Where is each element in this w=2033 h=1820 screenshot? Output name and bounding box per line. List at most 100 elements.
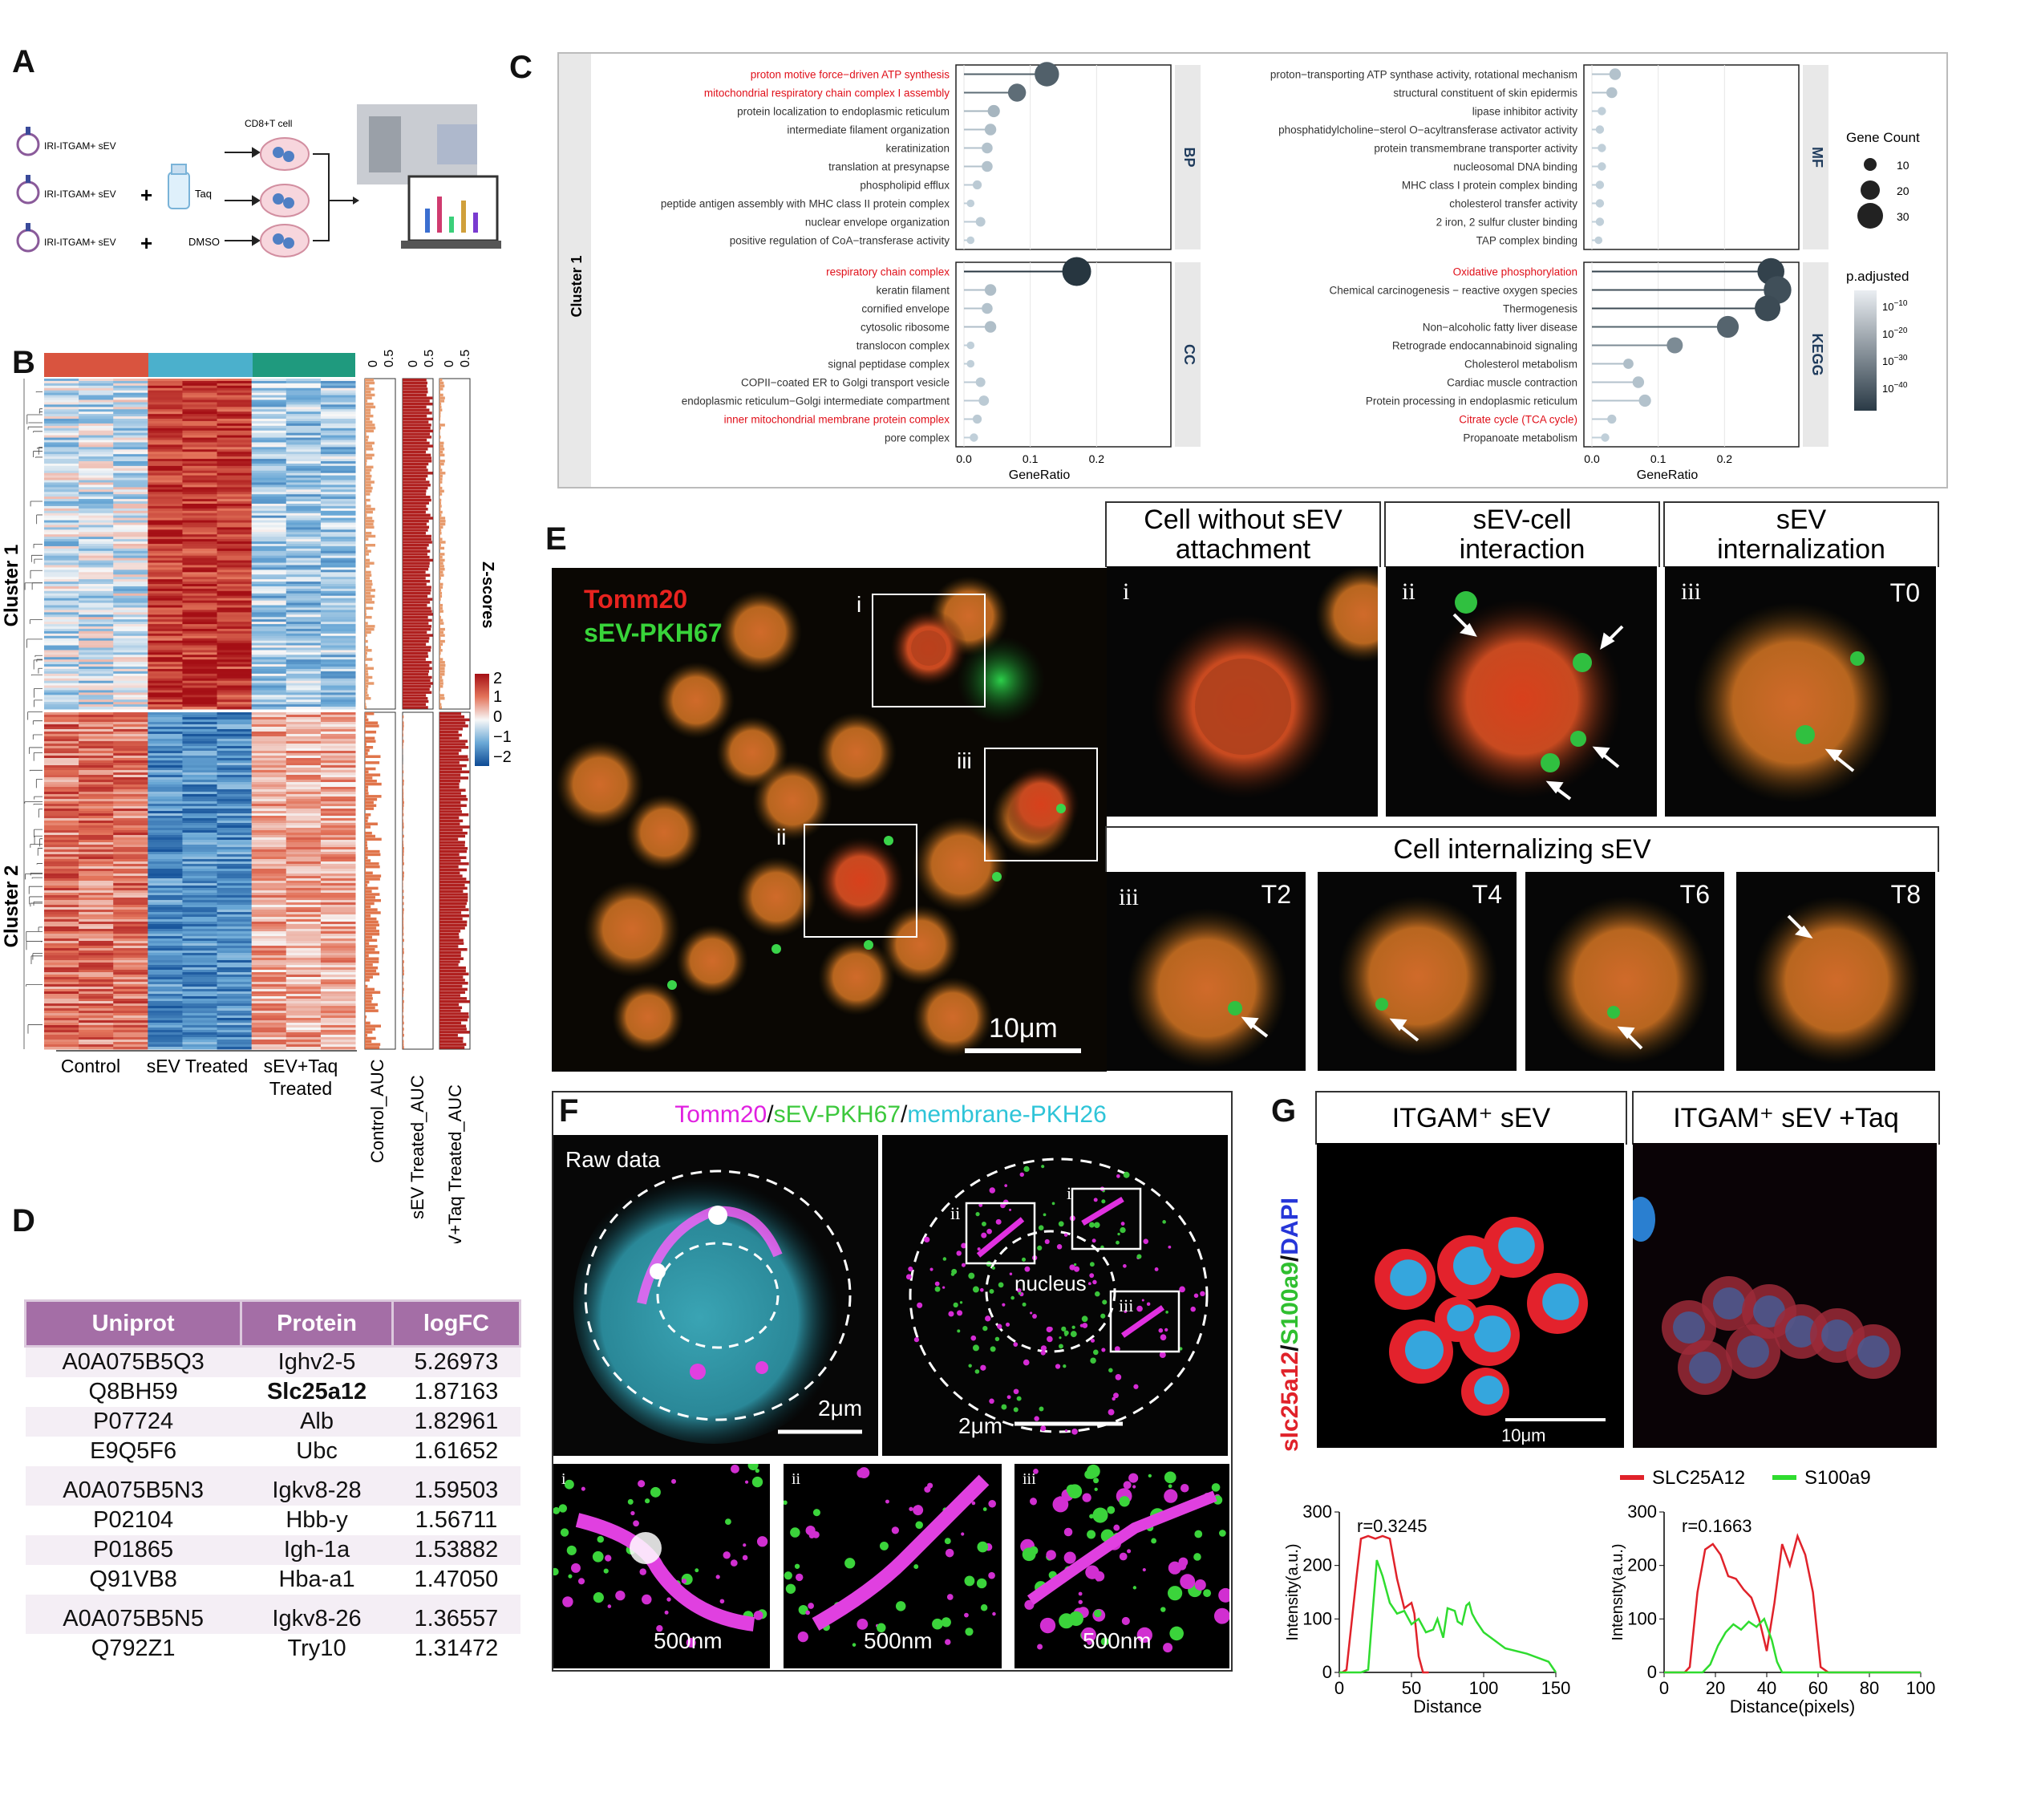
table-cell: 1.31472: [392, 1634, 520, 1664]
time-t8: T8: [1890, 880, 1921, 909]
time-t2: T2: [1261, 880, 1291, 909]
x-tick-label: 100: [1469, 1678, 1499, 1698]
lollipop-dot: [1062, 257, 1091, 286]
x-axis-title: Distance(pixels): [1730, 1696, 1856, 1717]
facet-strip-label: CC: [1181, 344, 1197, 365]
term-label: Cardiac muscle contraction: [1447, 377, 1577, 389]
table-row: P07724 Alb 1.82961: [25, 1407, 520, 1437]
lollipop-dot: [1609, 68, 1622, 80]
vial-icon: [168, 164, 190, 209]
zscore-tick: 0: [493, 708, 502, 726]
lollipop-dot: [1716, 315, 1739, 338]
legend-size-dot: [1857, 203, 1883, 229]
panel-b-heatmap: Cluster 1 Cluster 2 0 0.5 0 0.5 0 0.5 Z-…: [0, 345, 545, 1267]
title-no-attachment: Cell without sEV attachment: [1105, 501, 1381, 567]
title-internalization: sEV internalization: [1663, 501, 1939, 567]
lollipop-dot: [984, 284, 997, 296]
mass-spectrometer-icon: [357, 104, 477, 184]
table-cell: Q8BH59: [25, 1377, 241, 1407]
y-tick-label: 0: [1647, 1662, 1657, 1682]
table-row: A0A075B5N3 Igkv8-28 1.59503: [25, 1466, 520, 1506]
panel-label-g: G: [1271, 1093, 1297, 1129]
term-label: lipase inhibitor activity: [1472, 106, 1578, 118]
facet-strip-label: KEGG: [1809, 333, 1825, 375]
condition-itgam-taq: ITGAM⁺ sEV +Taq: [1632, 1091, 1940, 1145]
legend-padj-tick: 10−40: [1882, 381, 1908, 395]
term-label: proton motive force−driven ATP synthesis: [751, 69, 950, 81]
auc-tick: 0.5: [459, 350, 472, 367]
image-f-crop-ii: ii 500nm: [784, 1464, 1002, 1668]
table-cell: Igkv8-26: [241, 1595, 393, 1634]
lollipop-dot: [966, 359, 975, 368]
legend-size-dot: [1864, 158, 1877, 171]
table-cell: Try10: [241, 1634, 393, 1664]
legend-padj-tick: 10−30: [1882, 354, 1908, 367]
lollipop-dot: [1595, 180, 1605, 189]
roman: iii: [1023, 1470, 1036, 1488]
x-tick: 0.2: [1717, 452, 1733, 465]
lollipop-dot: [1035, 62, 1059, 87]
group-label-taq: sEV+Taq Treated: [264, 1056, 338, 1099]
table-row: P02104 Hbb-y 1.56711: [25, 1506, 520, 1535]
term-label: Retrograde endocannabinoid signaling: [1392, 340, 1577, 352]
image-e-t2: iii T2: [1107, 872, 1306, 1071]
cd8-header: CD8+T cell: [245, 118, 292, 129]
table-cell: A0A075B5Q3: [25, 1346, 241, 1377]
scale-2um: 2μm: [818, 1396, 863, 1421]
auc-label-sev: sEV Treated_AUC: [407, 1075, 427, 1219]
line-chart-left: 0 50 100 150 0 100 200 300 Distance Intensity(a.u…: [1283, 1468, 1612, 1733]
legend-count: 30: [1897, 210, 1909, 223]
group-bar-control: [44, 353, 148, 377]
box-label-iii: iii: [957, 748, 972, 773]
series-line-slc25a12: [1339, 1534, 1429, 1674]
cluster1-label: Cluster 1: [1, 545, 22, 627]
term-label: Protein processing in endoplasmic reticu…: [1366, 395, 1577, 407]
image-f-crop-iii: iii 500nm: [1014, 1464, 1229, 1668]
series-line-s100a9: [1339, 1559, 1557, 1674]
box-label-ii: ii: [776, 825, 786, 849]
row1-label: IRI-ITGAM+ sEV: [44, 140, 116, 152]
protein-table: Uniprot Protein logFC A0A075B5Q3 Ighv2-5 5…: [23, 1299, 522, 1664]
raw-data-label: Raw data: [565, 1147, 661, 1172]
term-label: intermediate filament organization: [787, 124, 950, 136]
dmso-label: DMSO: [188, 236, 220, 248]
lollipop-dot: [1598, 144, 1606, 152]
x-tick-label: 40: [1757, 1678, 1776, 1698]
auc-tick: 0.5: [423, 350, 436, 367]
lollipop-dot: [982, 142, 993, 154]
x-tick-label: 0: [1659, 1678, 1669, 1698]
image-g-itgam-taq: [1633, 1143, 1937, 1448]
group-bar-sev: [148, 353, 253, 377]
table-cell: A0A075B5N5: [25, 1595, 241, 1634]
image-f-raw: Raw data 2μm: [553, 1135, 878, 1456]
image-f-crop-i: i 500nm: [553, 1464, 770, 1668]
term-label: COPII−coated ER to Golgi transport vesic…: [741, 377, 950, 389]
term-label: endoplasmic reticulum−Golgi intermediate…: [682, 395, 950, 407]
y-tick-label: 300: [1627, 1502, 1657, 1522]
table-cell: 1.82961: [392, 1407, 520, 1437]
term-label: Oxidative phosphorylation: [1453, 266, 1577, 278]
image-e-i: i: [1107, 566, 1378, 817]
y-tick-label: 200: [1627, 1555, 1657, 1575]
line-chart-right: 0 20 40 60 80 100 0 100 200 300 Distance(pixels) In…: [1609, 1467, 1949, 1733]
term-label: nuclear envelope organization: [805, 217, 950, 229]
group-label-sev: sEV Treated: [147, 1056, 249, 1076]
roman-f-iii: iii: [1119, 1295, 1134, 1315]
table-cell: P07724: [25, 1407, 241, 1437]
table-row: A0A075B5Q3 Ighv2-5 5.26973: [25, 1346, 520, 1377]
auc-tick: 0.5: [383, 350, 396, 367]
lollipop-dot: [1595, 217, 1605, 226]
x-tick-label: 150: [1541, 1678, 1571, 1698]
x-tick: 0.0: [1584, 452, 1600, 465]
roman-i: i: [1123, 578, 1130, 605]
auc-tick: 0: [443, 360, 456, 367]
auc-tick: 0: [367, 360, 380, 367]
table-cell: Igh-1a: [241, 1535, 393, 1565]
col-header-protein: Protein: [240, 1299, 394, 1348]
auc-tracks: [364, 378, 471, 1050]
term-label: MHC class I protein complex binding: [1402, 180, 1577, 192]
lollipop-dot: [982, 160, 993, 172]
taq-label: Taq: [195, 188, 212, 200]
cell-dish-icon: [260, 137, 310, 257]
table-row: E9Q5F6 Ubc 1.61652: [25, 1437, 520, 1466]
